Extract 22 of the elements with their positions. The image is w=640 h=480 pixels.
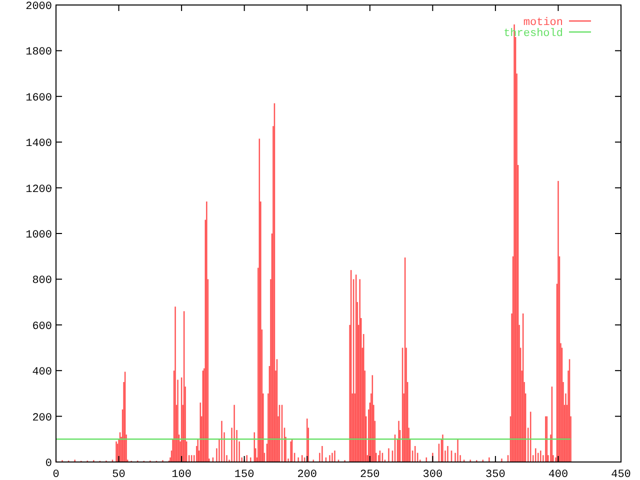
x-tick-label: 100 [172,469,192,480]
y-tick-label: 1400 [26,138,52,150]
y-tick-label: 400 [32,366,52,379]
y-tick-label: 0 [45,458,52,470]
x-tick-label: 50 [112,469,126,480]
x-tick-label: 300 [422,469,443,480]
y-tick-label: 1000 [26,230,52,242]
y-tick-label: 800 [32,275,52,288]
x-tick-label: 0 [52,469,60,480]
x-tick-label: 150 [234,469,254,480]
y-tick-label: 1600 [26,92,52,104]
legend-label: motion [523,17,563,29]
y-tick-label: 600 [32,320,52,333]
x-tick-label: 400 [548,469,568,480]
y-tick-label: 1200 [26,184,52,196]
x-tick-label: 450 [611,469,631,480]
x-tick-label: 250 [360,469,380,480]
y-tick-label: 1800 [26,46,52,59]
y-tick-label: 200 [32,412,52,424]
x-tick-label: 350 [486,469,506,480]
y-tick-label: 2000 [26,1,52,13]
x-tick-label: 200 [297,469,318,480]
